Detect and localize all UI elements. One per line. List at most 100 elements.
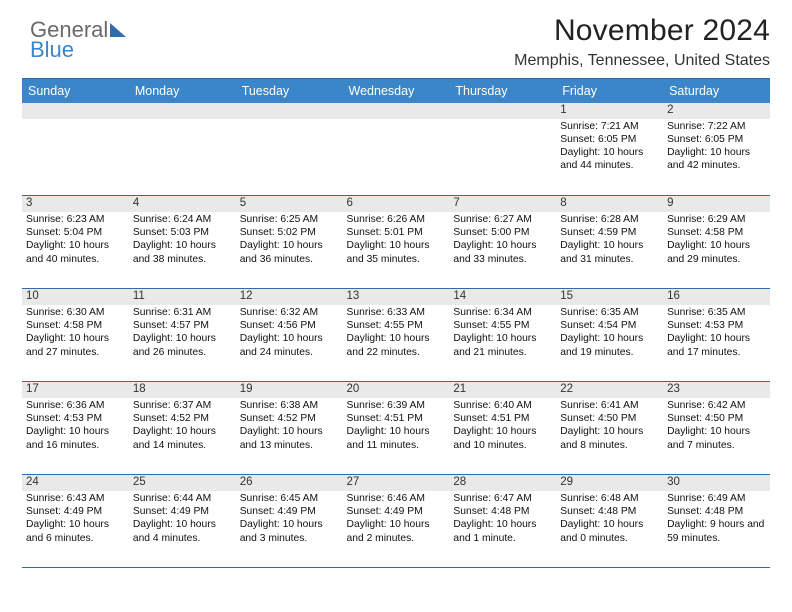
day-number: 20 <box>343 382 450 398</box>
day-cell <box>449 103 556 196</box>
day-cell: 5Sunrise: 6:25 AMSunset: 5:02 PMDaylight… <box>236 196 343 289</box>
sunset-text: Sunset: 4:55 PM <box>453 319 552 332</box>
day-cell: 28Sunrise: 6:47 AMSunset: 4:48 PMDayligh… <box>449 475 556 568</box>
day-cell <box>236 103 343 196</box>
day-number: 26 <box>236 475 343 491</box>
daylight-text: Daylight: 10 hours and 35 minutes. <box>347 239 446 265</box>
daylight-text: Daylight: 10 hours and 0 minutes. <box>560 518 659 544</box>
day-body: Sunrise: 6:29 AMSunset: 4:58 PMDaylight:… <box>663 212 770 268</box>
sunset-text: Sunset: 4:50 PM <box>560 412 659 425</box>
day-body: Sunrise: 6:45 AMSunset: 4:49 PMDaylight:… <box>236 491 343 547</box>
sunset-text: Sunset: 4:55 PM <box>347 319 446 332</box>
day-cell: 9Sunrise: 6:29 AMSunset: 4:58 PMDaylight… <box>663 196 770 289</box>
daylight-text: Daylight: 10 hours and 31 minutes. <box>560 239 659 265</box>
day-body: Sunrise: 6:47 AMSunset: 4:48 PMDaylight:… <box>449 491 556 547</box>
sunrise-text: Sunrise: 6:25 AM <box>240 213 339 226</box>
day-number: 14 <box>449 289 556 305</box>
dow-wednesday: Wednesday <box>343 79 450 103</box>
day-number <box>22 103 129 119</box>
logo: General Blue <box>22 14 126 60</box>
day-number: 13 <box>343 289 450 305</box>
day-body: Sunrise: 6:24 AMSunset: 5:03 PMDaylight:… <box>129 212 236 268</box>
sunset-text: Sunset: 4:58 PM <box>667 226 766 239</box>
sunrise-text: Sunrise: 6:26 AM <box>347 213 446 226</box>
sunrise-text: Sunrise: 6:35 AM <box>560 306 659 319</box>
day-cell: 16Sunrise: 6:35 AMSunset: 4:53 PMDayligh… <box>663 289 770 382</box>
day-number <box>449 103 556 119</box>
day-cell: 27Sunrise: 6:46 AMSunset: 4:49 PMDayligh… <box>343 475 450 568</box>
sunrise-text: Sunrise: 6:37 AM <box>133 399 232 412</box>
day-cell: 2Sunrise: 7:22 AMSunset: 6:05 PMDaylight… <box>663 103 770 196</box>
daylight-text: Daylight: 10 hours and 26 minutes. <box>133 332 232 358</box>
week-row: 10Sunrise: 6:30 AMSunset: 4:58 PM Dayligh… <box>22 289 770 382</box>
day-number: 1 <box>556 103 663 119</box>
sunset-text: Sunset: 4:49 PM <box>133 505 232 518</box>
sunset-text: Sunset: 5:03 PM <box>133 226 232 239</box>
sunrise-text: Sunrise: 6:47 AM <box>453 492 552 505</box>
sunset-text: Sunset: 4:52 PM <box>240 412 339 425</box>
day-number: 19 <box>236 382 343 398</box>
sunrise-text: Sunrise: 6:30 AM <box>26 306 125 319</box>
dow-header-row: Sunday Monday Tuesday Wednesday Thursday… <box>22 79 770 103</box>
daylight-text: Daylight: 10 hours and 13 minutes. <box>240 425 339 451</box>
day-cell: 24Sunrise: 6:43 AMSunset: 4:49 PMDayligh… <box>22 475 129 568</box>
day-cell: 10Sunrise: 6:30 AMSunset: 4:58 PMDayligh… <box>22 289 129 382</box>
sunset-text: Sunset: 4:50 PM <box>667 412 766 425</box>
day-cell: 17Sunrise: 6:36 AMSunset: 4:53 PMDayligh… <box>22 382 129 475</box>
day-cell <box>129 103 236 196</box>
day-cell: 7Sunrise: 6:27 AMSunset: 5:00 PMDaylight… <box>449 196 556 289</box>
daylight-text: Daylight: 10 hours and 8 minutes. <box>560 425 659 451</box>
day-number: 25 <box>129 475 236 491</box>
daylight-text: Daylight: 10 hours and 40 minutes. <box>26 239 125 265</box>
sunrise-text: Sunrise: 6:49 AM <box>667 492 766 505</box>
week-row: 1Sunrise: 7:21 AMSunset: 6:05 PMDaylight… <box>22 103 770 196</box>
day-number: 28 <box>449 475 556 491</box>
day-number: 10 <box>22 289 129 305</box>
day-number: 6 <box>343 196 450 212</box>
day-body: Sunrise: 6:49 AMSunset: 4:48 PMDaylight:… <box>663 491 770 547</box>
sail-icon <box>110 23 126 37</box>
sunset-text: Sunset: 6:05 PM <box>560 133 659 146</box>
day-cell <box>343 103 450 196</box>
day-body: Sunrise: 6:42 AMSunset: 4:50 PMDaylight:… <box>663 398 770 454</box>
day-number: 8 <box>556 196 663 212</box>
daylight-text: Daylight: 10 hours and 2 minutes. <box>347 518 446 544</box>
sunrise-text: Sunrise: 6:41 AM <box>560 399 659 412</box>
sunrise-text: Sunrise: 6:35 AM <box>667 306 766 319</box>
daylight-text: Daylight: 10 hours and 42 minutes. <box>667 146 766 172</box>
sunrise-text: Sunrise: 6:31 AM <box>133 306 232 319</box>
day-body: Sunrise: 6:33 AMSunset: 4:55 PMDaylight:… <box>343 305 450 361</box>
day-number: 22 <box>556 382 663 398</box>
sunset-text: Sunset: 4:58 PM <box>26 319 125 332</box>
day-body: Sunrise: 7:22 AMSunset: 6:05 PMDaylight:… <box>663 119 770 175</box>
daylight-text: Daylight: 10 hours and 11 minutes. <box>347 425 446 451</box>
day-number <box>236 103 343 119</box>
day-body: Sunrise: 6:32 AMSunset: 4:56 PMDaylight:… <box>236 305 343 361</box>
day-number: 24 <box>22 475 129 491</box>
day-number: 23 <box>663 382 770 398</box>
sunset-text: Sunset: 4:53 PM <box>26 412 125 425</box>
day-number: 12 <box>236 289 343 305</box>
daylight-text: Daylight: 10 hours and 29 minutes. <box>667 239 766 265</box>
day-body: Sunrise: 6:43 AMSunset: 4:49 PMDaylight:… <box>22 491 129 547</box>
daylight-text: Daylight: 10 hours and 38 minutes. <box>133 239 232 265</box>
sunset-text: Sunset: 4:49 PM <box>240 505 339 518</box>
dow-thursday: Thursday <box>449 79 556 103</box>
sunset-text: Sunset: 4:53 PM <box>667 319 766 332</box>
sunrise-text: Sunrise: 6:33 AM <box>347 306 446 319</box>
sunrise-text: Sunrise: 6:29 AM <box>667 213 766 226</box>
day-cell: 4Sunrise: 6:24 AMSunset: 5:03 PMDaylight… <box>129 196 236 289</box>
sunset-text: Sunset: 5:04 PM <box>26 226 125 239</box>
day-cell: 20Sunrise: 6:39 AMSunset: 4:51 PMDayligh… <box>343 382 450 475</box>
day-cell: 1Sunrise: 7:21 AMSunset: 6:05 PMDaylight… <box>556 103 663 196</box>
day-number: 18 <box>129 382 236 398</box>
sunset-text: Sunset: 4:49 PM <box>347 505 446 518</box>
day-body: Sunrise: 6:48 AMSunset: 4:48 PMDaylight:… <box>556 491 663 547</box>
day-body: Sunrise: 6:25 AMSunset: 5:02 PMDaylight:… <box>236 212 343 268</box>
daylight-text: Daylight: 10 hours and 16 minutes. <box>26 425 125 451</box>
sunset-text: Sunset: 5:01 PM <box>347 226 446 239</box>
sunset-text: Sunset: 4:48 PM <box>453 505 552 518</box>
sunset-text: Sunset: 4:52 PM <box>133 412 232 425</box>
location-subtitle: Memphis, Tennessee, United States <box>514 52 770 70</box>
sunrise-text: Sunrise: 6:46 AM <box>347 492 446 505</box>
